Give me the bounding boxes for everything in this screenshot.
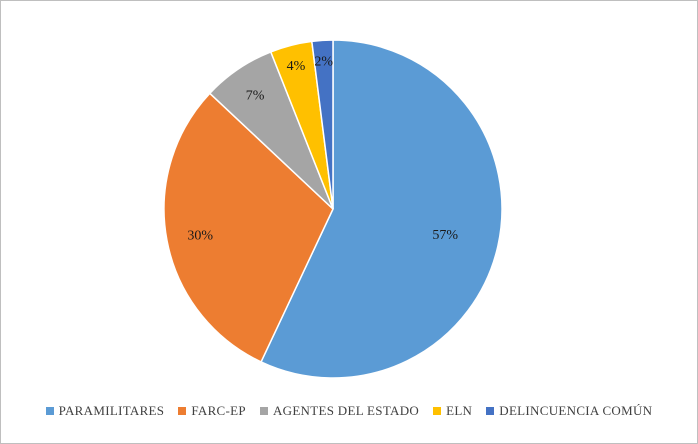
pie-slice-farc-ep <box>163 92 334 363</box>
legend-label: AGENTES DEL ESTADO <box>272 403 420 418</box>
legend-swatch <box>433 407 442 415</box>
data-label-farc-ep: 30% <box>187 228 213 243</box>
data-label-eln: 4% <box>287 59 306 74</box>
legend-swatch <box>486 407 495 415</box>
pie-slice-paramilitares <box>260 39 503 379</box>
legend-swatch <box>259 407 268 415</box>
legend-label: ELN <box>446 403 473 418</box>
legend-swatch <box>45 407 54 415</box>
legend-item-delincuencia-comun: DELINCUENCIA COMÚN <box>486 403 652 419</box>
data-label-paramilitares: 57% <box>432 228 458 243</box>
legend-label: PARAMILITARES <box>58 403 165 418</box>
legend-swatch <box>178 407 187 415</box>
legend-item-paramilitares: PARAMILITARES <box>45 403 165 419</box>
pie-slice-delincuencia-comun <box>310 39 334 210</box>
data-label-agentes-del-estado: 7% <box>246 88 265 103</box>
data-label-delincuencia-comun: 2% <box>314 55 333 70</box>
legend-item-eln: ELN <box>433 403 472 419</box>
legend: PARAMILITARES FARC-EP AGENTES DEL ESTADO EL… <box>1 403 697 419</box>
legend-item-farc-ep: FARC-EP <box>178 403 246 419</box>
legend-label: DELINCUENCIA COMÚN <box>499 403 653 418</box>
pie-chart: 57% 30% 7% 4% 2% <box>163 39 503 379</box>
legend-label: FARC-EP <box>191 403 246 418</box>
legend-item-agentes-del-estado: AGENTES DEL ESTADO <box>259 403 420 419</box>
